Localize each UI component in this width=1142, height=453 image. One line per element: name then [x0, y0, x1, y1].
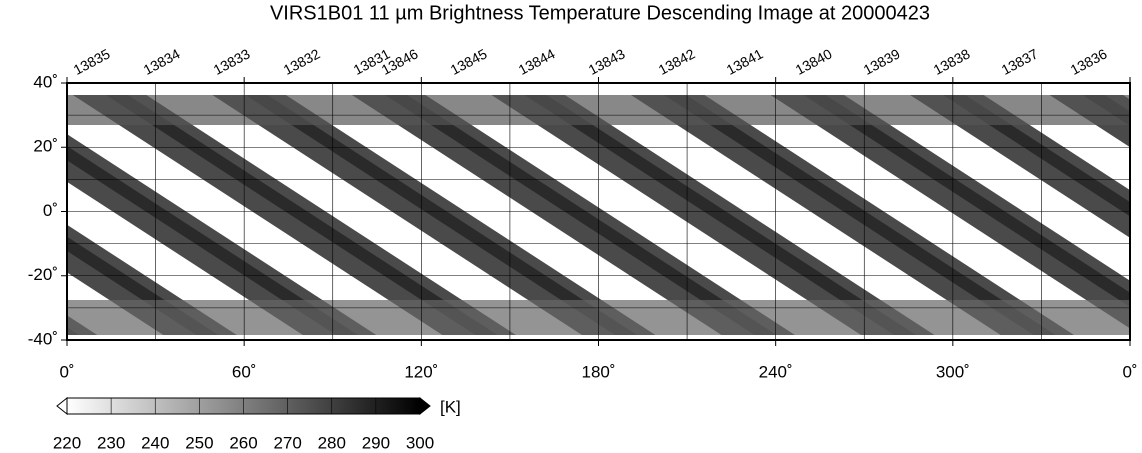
lon-label: 120˚	[404, 362, 438, 381]
grid	[61, 77, 1131, 346]
colorbar-low-arrow	[56, 396, 68, 416]
orbit-label: 13837	[999, 45, 1041, 78]
colorbar-label: 240	[141, 433, 169, 452]
lat-label: 20˚	[33, 137, 58, 156]
colorbar-label: 250	[185, 433, 213, 452]
orbit-label: 13841	[724, 45, 766, 78]
lon-label: 240˚	[759, 362, 793, 381]
title: VIRS1B01 11 µm Brightness Temperature De…	[270, 2, 930, 24]
orbit-label: 13845	[448, 45, 490, 78]
lon-label: 60˚	[232, 362, 257, 381]
colorbar-high-arrow	[419, 396, 431, 416]
orbit-label: 13832	[281, 45, 323, 78]
orbit-label: 13838	[931, 45, 973, 78]
colorbar-label: 290	[362, 433, 390, 452]
colorbar-label: 280	[318, 433, 346, 452]
frame	[66, 82, 1131, 341]
lat-label: 40˚	[33, 72, 58, 91]
colorbar-label: 220	[53, 433, 81, 452]
colorbar-label: 230	[97, 433, 125, 452]
colorbar-label: 260	[229, 433, 257, 452]
orbit-label: 13842	[656, 45, 698, 78]
lat-label: 0˚	[43, 201, 58, 220]
lon-label: 0˚	[59, 362, 74, 381]
colorbar-label: 270	[273, 433, 301, 452]
lon-label: 180˚	[581, 362, 615, 381]
colorbar-label: 300	[406, 433, 434, 452]
lon-label: 0˚	[1122, 362, 1137, 381]
orbit-label: 13839	[861, 45, 903, 78]
lon-label: 300˚	[936, 362, 970, 381]
orbit-label: 13835	[71, 45, 113, 78]
orbit-label: 13836	[1068, 45, 1110, 78]
orbit-label: 13840	[793, 45, 835, 78]
orbit-label: 13834	[141, 45, 183, 78]
orbit-label: 13844	[516, 45, 558, 78]
orbit-label: 13843	[586, 45, 628, 78]
colorbar-unit: [K]	[440, 397, 461, 416]
orbit-label: 13833	[211, 45, 253, 78]
lat-label: -40˚	[28, 329, 58, 348]
lat-label: -20˚	[28, 265, 58, 284]
